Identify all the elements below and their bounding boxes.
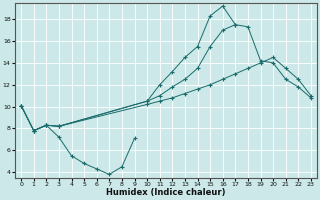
X-axis label: Humidex (Indice chaleur): Humidex (Indice chaleur) bbox=[106, 188, 226, 197]
